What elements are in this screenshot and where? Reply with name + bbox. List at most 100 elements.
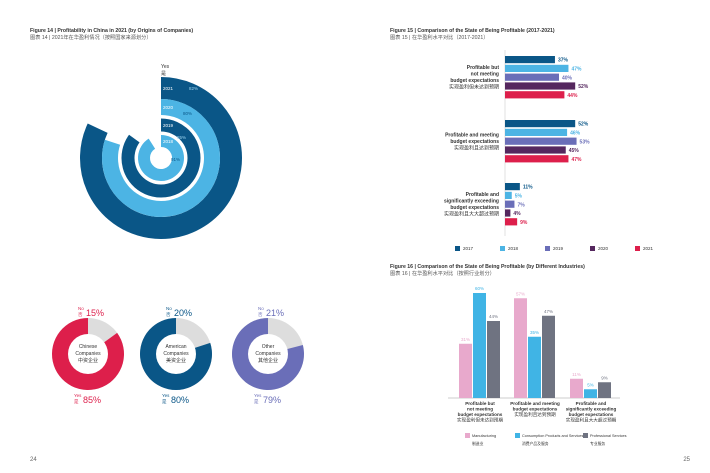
fig15-bar bbox=[505, 56, 555, 64]
fig15-bar bbox=[505, 137, 577, 145]
pie-yes-label: Yes bbox=[74, 393, 82, 398]
fig14-yes-label: Yes bbox=[161, 64, 170, 70]
fig16-category-label: budget expectations bbox=[569, 412, 614, 417]
page-number-right: 25 bbox=[683, 457, 690, 463]
fig15-bar bbox=[505, 91, 565, 99]
fig16-bar bbox=[473, 293, 486, 398]
fig16-legend-swatch bbox=[465, 433, 470, 438]
fig15-bar-label: 53% bbox=[580, 139, 591, 145]
fig15-bar-label: 52% bbox=[578, 122, 589, 128]
fig15-bar bbox=[505, 191, 512, 199]
fig16-category-label: 实现盈利且大大超过预期 bbox=[566, 417, 617, 424]
fig16-bar bbox=[459, 343, 472, 398]
pie-name-en1: Chinese bbox=[79, 344, 98, 350]
ring-value-label: 82% bbox=[189, 86, 198, 91]
fig15-bar-label: 5% bbox=[515, 194, 523, 200]
pie-name-cn: 美资企业 bbox=[166, 357, 186, 364]
pie-no-label-cn: 否 bbox=[78, 312, 83, 318]
fig15-bar-label: 4% bbox=[513, 211, 521, 217]
fig16-bar bbox=[514, 298, 527, 398]
ring-value-label: 80% bbox=[183, 111, 192, 116]
fig16-bar-label: 57% bbox=[516, 291, 525, 296]
fig15-category-label: 实现盈利但未达到预期 bbox=[449, 84, 499, 91]
pie-no-value: 21% bbox=[266, 308, 284, 318]
fig16-category-label: 实现盈利但未达到预期 bbox=[457, 417, 503, 424]
pie-name-cn: 其他企业 bbox=[258, 357, 278, 364]
ring-2018 bbox=[138, 135, 184, 181]
pie-no-label: No bbox=[258, 306, 264, 311]
fig15-bar bbox=[505, 120, 576, 128]
fig15-bar bbox=[505, 200, 515, 208]
fig15-bar bbox=[505, 218, 518, 226]
pie-yes-value: 79% bbox=[263, 395, 281, 405]
fig16-title-cn: 图表 16 | 在华盈利水平对比（按照行业划分） bbox=[390, 270, 495, 277]
fig16-bar-label: 44% bbox=[489, 314, 498, 319]
pie-yes-label-cn: 是 bbox=[74, 399, 79, 405]
fig16-legend-label: Professional Services bbox=[590, 434, 627, 438]
fig16-bar-label: 5% bbox=[587, 382, 594, 387]
fig14-title-en: Figure 14 | Profitability in China in 20… bbox=[30, 28, 194, 34]
fig15-bar-label: 40% bbox=[562, 75, 573, 81]
pie-yes-label-cn: 是 bbox=[254, 399, 259, 405]
fig15-legend-label: 2021 bbox=[643, 246, 654, 251]
fig15-bar bbox=[505, 82, 576, 90]
fig15-bar bbox=[505, 146, 566, 154]
fig16-legend-label: Consumption Products and Services bbox=[522, 434, 584, 438]
fig15-category-label: Profitable and bbox=[466, 192, 499, 198]
fig16-bar-label: 31% bbox=[461, 337, 470, 342]
fig16-bar bbox=[584, 389, 597, 398]
fig16-category-label: budget expectations bbox=[458, 412, 503, 417]
right-page: Figure 15 | Comparison of the State of B… bbox=[355, 0, 710, 473]
fig14-title-cn: 图表 14 | 2021年在华盈利情况（按照国家来源划分） bbox=[30, 34, 152, 41]
fig15-bar-label: 45% bbox=[569, 148, 580, 154]
fig16-legend-label-cn: 消费产品及服务 bbox=[522, 441, 549, 446]
fig15-category-label: not meeting bbox=[471, 72, 499, 78]
pie-name-en2: Companies bbox=[163, 351, 189, 357]
fig15-category-label: 实现盈利且达到预期 bbox=[454, 144, 499, 151]
fig15-bar bbox=[505, 155, 569, 163]
ring-year-label: 2018 bbox=[163, 139, 174, 144]
fig15-category-label: 实现盈利且大大超过预期 bbox=[444, 211, 499, 218]
fig15-legend-swatch bbox=[590, 246, 595, 251]
fig15-title-cn: 图表 15 | 在华盈利水平对比（2017-2021） bbox=[390, 34, 489, 41]
pie-no-label-cn: 否 bbox=[166, 312, 171, 318]
ring-year-label: 2020 bbox=[163, 105, 174, 110]
fig15-bar-label: 7% bbox=[517, 202, 525, 208]
fig15-legend-swatch bbox=[545, 246, 550, 251]
fig16-legend-label: Manufacturing bbox=[472, 434, 496, 438]
fig15-bar-label: 52% bbox=[578, 84, 589, 90]
fig15-bar bbox=[505, 73, 559, 81]
fig16-category-label: Profitable but bbox=[465, 401, 495, 406]
fig16-bar-label: 11% bbox=[572, 372, 581, 377]
pie-no-label: No bbox=[166, 306, 172, 311]
ring-year-label: 2019 bbox=[163, 123, 174, 128]
fig15-legend-label: 2019 bbox=[553, 246, 564, 251]
pie-center bbox=[156, 334, 196, 374]
left-page: Figure 14 | Profitability in China in 20… bbox=[30, 28, 304, 463]
fig16-bar bbox=[528, 336, 541, 398]
ring-2019 bbox=[121, 118, 201, 198]
right-charts: 37% 47% 40% 52% 44% Profitable but not meeting… bbox=[444, 50, 654, 446]
fig15-bar bbox=[505, 128, 568, 136]
fig15-bar-label: 37% bbox=[558, 58, 569, 64]
fig15-title-en: Figure 15 | Comparison of the State of B… bbox=[390, 28, 555, 34]
fig15-category-label: Profitable and meeting bbox=[445, 132, 499, 138]
fig16-bar bbox=[542, 315, 555, 398]
fig14-title: Figure 14 | Profitability in China in 20… bbox=[30, 28, 193, 41]
pie-no-label-cn: 否 bbox=[258, 312, 263, 318]
ring-2020 bbox=[102, 99, 220, 217]
fig15-category-label: budget expectations bbox=[450, 139, 499, 145]
pie-yes-label-cn: 是 bbox=[162, 399, 167, 405]
fig15-bar-label: 47% bbox=[571, 157, 582, 163]
pie-yes-value: 80% bbox=[171, 395, 189, 405]
fig15-title: Figure 15 | Comparison of the State of B… bbox=[390, 28, 555, 41]
fig16-legend-swatch bbox=[583, 433, 588, 438]
fig16-title: Figure 16 | Comparison of the State of B… bbox=[390, 264, 585, 277]
fig15-bar-label: 46% bbox=[570, 131, 581, 137]
fig15-legend-label: 2020 bbox=[598, 246, 609, 251]
pie-no-value: 20% bbox=[174, 308, 192, 318]
